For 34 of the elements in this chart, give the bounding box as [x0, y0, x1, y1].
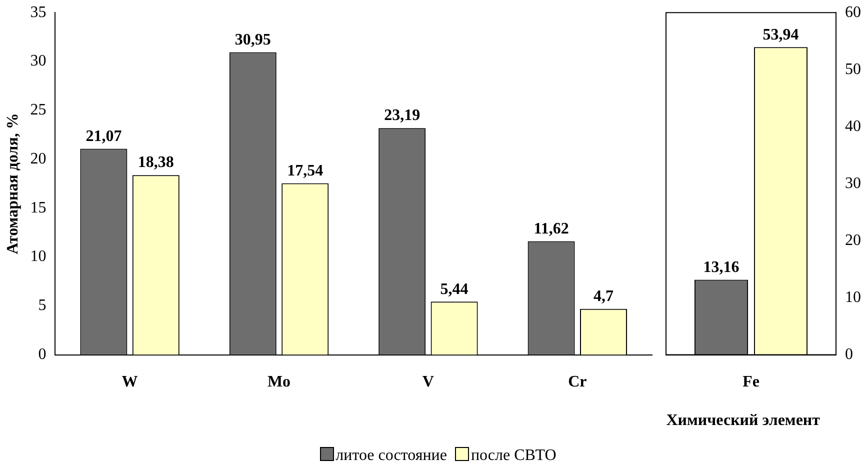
y2-tick-label: 50: [845, 60, 861, 78]
y2-tick-label: 60: [845, 4, 861, 21]
data-label: 53,94: [762, 26, 799, 44]
data-label: 5,44: [440, 280, 468, 298]
y-tick-label: 15: [30, 199, 46, 216]
data-label: 11,62: [534, 220, 569, 238]
y2-tick-label: 0: [845, 346, 853, 364]
y2-tick-label: 30: [845, 174, 861, 192]
data-label: 13,16: [703, 258, 740, 276]
y2-tick-label: 20: [845, 232, 861, 249]
y-tick-label: 5: [38, 297, 46, 314]
legend-label: литое состояние: [336, 447, 447, 464]
x-tick-label: Fe: [742, 374, 760, 391]
data-label: 30,95: [234, 31, 271, 48]
y-tick-label: 20: [30, 150, 46, 168]
data-label: 23,19: [384, 107, 420, 124]
y2-tick-label: 10: [845, 288, 861, 306]
data-label: 17,54: [287, 162, 324, 180]
legend-label: после СВТО: [470, 447, 556, 464]
y-tick-label: 35: [30, 4, 46, 21]
y-tick-label: 0: [38, 346, 46, 364]
y-tick-label: 10: [30, 248, 46, 266]
x-tick-label: W: [122, 374, 138, 391]
x-axis-title: Химический элемент: [666, 412, 820, 430]
y-tick-label: 30: [30, 52, 46, 70]
y-tick-label: 25: [30, 102, 46, 119]
x-tick-label: V: [422, 374, 434, 391]
data-label: 4,7: [594, 288, 614, 305]
x-tick-label: Cr: [568, 374, 587, 391]
data-label: 18,38: [138, 154, 174, 172]
x-tick-label: Mo: [267, 374, 291, 391]
data-label: 21,07: [86, 128, 122, 145]
y-axis-title: Атомарная доля, %: [4, 113, 22, 254]
y2-tick-label: 40: [845, 118, 861, 135]
